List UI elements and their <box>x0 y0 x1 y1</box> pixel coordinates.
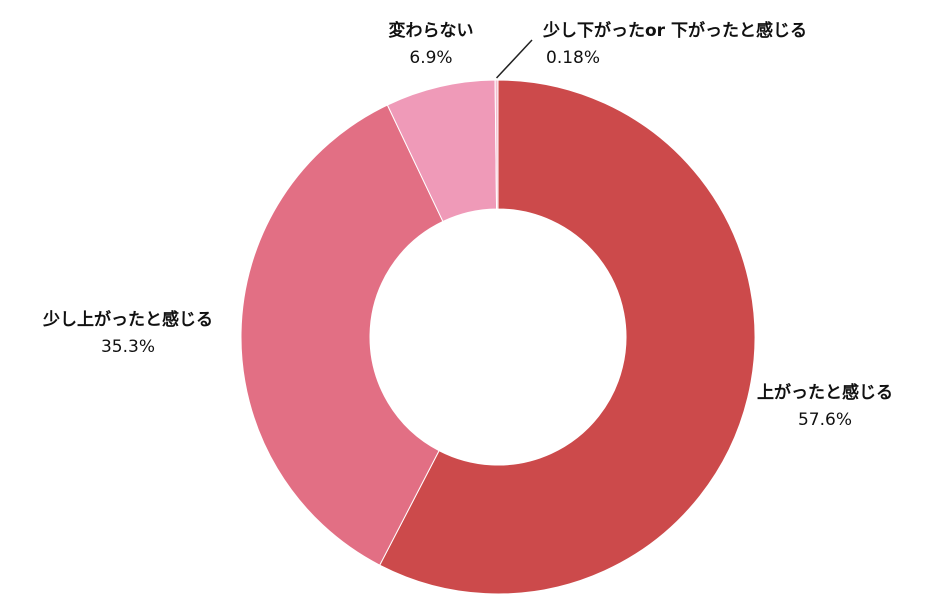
slice-3 <box>494 79 499 210</box>
donut-slices <box>240 79 756 595</box>
slice-labels: 上がったと感じる 57.6% 少し上がったと感じる 35.3% 変わらない 6.9% 少し下… <box>42 20 893 430</box>
label-leader-lines <box>495 39 533 79</box>
slice-3-leader-line <box>495 39 533 79</box>
slice-1 <box>240 104 444 566</box>
slice-0 <box>379 79 756 595</box>
slice-0-name-label: 上がったと感じる <box>757 382 893 403</box>
slice-3-name-label: 少し下がったor 下がったと感じる <box>542 20 807 41</box>
slice-1-name-label: 少し上がったと感じる <box>42 309 213 330</box>
slice-3-value-label: 0.18% <box>546 48 600 68</box>
slice-0-value-label: 57.6% <box>798 410 852 430</box>
slice-2-value-label: 6.9% <box>409 48 452 68</box>
slice-2-name-label: 変わらない <box>389 20 474 41</box>
slice-1-value-label: 35.3% <box>101 337 155 357</box>
